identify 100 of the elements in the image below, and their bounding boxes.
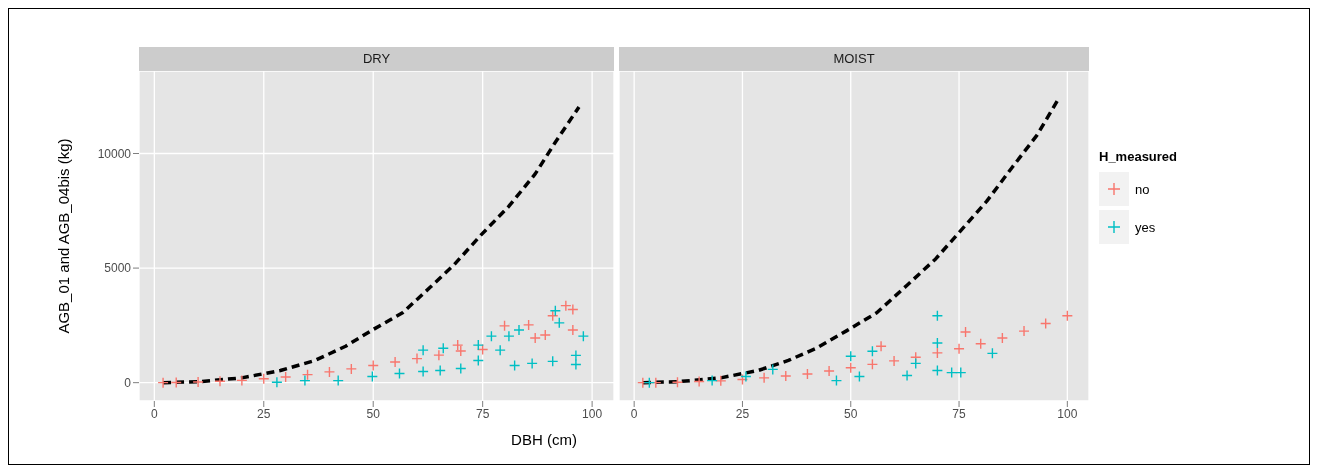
point	[975, 338, 987, 350]
point	[570, 358, 582, 371]
point	[332, 374, 344, 387]
point	[780, 370, 792, 382]
x-tick-label: 100	[582, 406, 603, 421]
legend-title: H_measured	[1099, 149, 1178, 164]
point	[845, 350, 857, 363]
point	[767, 363, 779, 376]
x-axis-title: DBH (cm)	[510, 431, 578, 448]
point	[494, 344, 506, 356]
point	[1018, 325, 1030, 337]
point	[503, 330, 515, 342]
point	[715, 375, 727, 387]
point	[299, 374, 311, 387]
point	[830, 374, 843, 387]
point	[955, 366, 967, 379]
point	[910, 357, 922, 370]
point	[801, 368, 814, 380]
point	[1039, 317, 1052, 330]
point	[279, 371, 292, 383]
point	[931, 347, 944, 359]
point	[522, 319, 535, 331]
point	[567, 324, 579, 336]
point	[157, 376, 169, 389]
x-tick-label: 100	[1057, 406, 1078, 421]
point	[866, 345, 879, 357]
point	[866, 358, 879, 371]
point	[170, 376, 182, 389]
point	[945, 366, 958, 379]
point	[434, 364, 446, 377]
point	[393, 367, 406, 380]
point	[931, 337, 944, 349]
point	[513, 324, 525, 336]
point	[301, 368, 314, 381]
point	[1061, 310, 1074, 322]
point	[323, 366, 336, 378]
point	[643, 376, 656, 389]
chart-title: MOIST	[619, 47, 1089, 71]
chart-title: DRY	[139, 47, 614, 71]
legend-label: no	[1135, 181, 1150, 197]
point	[258, 373, 270, 385]
y-tick-label: 5000	[104, 261, 132, 276]
point	[758, 372, 770, 384]
point	[996, 332, 1009, 344]
point	[547, 310, 559, 322]
x-tick-label: 50	[844, 406, 858, 421]
point	[236, 374, 248, 387]
point	[498, 320, 511, 332]
y-tick-label: 10000	[97, 146, 132, 161]
point	[539, 329, 551, 341]
point	[485, 330, 498, 342]
point	[901, 369, 913, 382]
point	[875, 340, 887, 352]
line-series	[161, 105, 581, 385]
point	[547, 355, 559, 368]
point	[549, 305, 562, 317]
point	[953, 343, 965, 355]
point	[888, 355, 900, 367]
point	[671, 376, 684, 388]
point	[367, 359, 379, 372]
x-tick-label: 75	[475, 406, 490, 421]
point	[823, 365, 835, 377]
point	[433, 349, 445, 361]
x-tick-label: 0	[150, 406, 158, 421]
point	[214, 375, 226, 387]
point	[366, 370, 379, 383]
point	[959, 326, 972, 338]
point	[553, 317, 565, 329]
y-tick-label: 0	[124, 375, 132, 390]
point	[271, 376, 283, 388]
x-tick-label: 25	[735, 406, 750, 421]
point	[845, 362, 857, 374]
point	[417, 365, 429, 378]
point	[740, 370, 752, 383]
x-tick-label: 25	[257, 406, 271, 421]
point	[529, 332, 541, 344]
point	[437, 342, 449, 354]
point	[455, 362, 467, 375]
x-tick-label: 75	[952, 406, 967, 421]
point	[411, 352, 423, 365]
y-axis-title: AGB_01 and AGB_04bis (kg)	[55, 138, 73, 334]
point	[853, 370, 866, 383]
point	[931, 364, 944, 377]
point	[417, 344, 429, 356]
point	[931, 310, 944, 322]
point	[345, 363, 358, 375]
point	[192, 376, 204, 388]
point	[577, 330, 590, 342]
point	[693, 375, 705, 388]
point	[508, 359, 521, 372]
point	[389, 356, 401, 368]
point	[476, 343, 489, 356]
point	[472, 354, 484, 367]
point	[986, 347, 999, 360]
x-tick-label: 0	[630, 406, 638, 421]
legend-label: yes	[1135, 219, 1156, 235]
point	[706, 374, 718, 387]
x-tick-label: 50	[366, 406, 381, 421]
point	[472, 339, 484, 351]
point	[570, 349, 582, 362]
